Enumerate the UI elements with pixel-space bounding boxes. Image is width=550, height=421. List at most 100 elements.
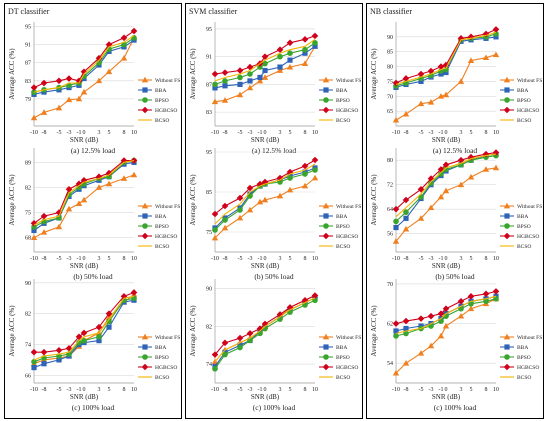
x-tick-label: -3 [67,130,72,136]
y-tick-label: 89 [25,160,31,166]
y-tick-label: 83 [25,79,31,85]
legend-marker [323,354,329,360]
x-tick-label: -8 [404,387,409,393]
data-point [417,215,425,221]
legend-item: BPSO [319,223,350,230]
x-tick-label: -5 [238,256,243,262]
data-point [262,60,268,67]
x-tick-label: 3 [98,387,101,393]
legend-label: BBA [155,88,166,94]
data-point [467,293,475,300]
chart-panel: 56 64 72 80 -10 -8 -5 -3 -1 0 3 5 8 10 SNR (dB) Average… [370,148,542,281]
x-tick-label: -10 [392,256,400,262]
y-tick-label: 91 [206,55,212,61]
series-bba [31,159,137,234]
data-point [256,198,264,205]
series-line [395,33,497,87]
legend-item: BPSO [319,97,350,104]
data-point [211,70,219,78]
x-tick-label: 10 [493,387,499,393]
x-tick-label: 0 [445,387,448,393]
column-border [366,3,544,419]
data-point [211,98,219,105]
x-tick-label: 8 [304,387,307,393]
data-point [55,104,63,111]
series-hgbcso [211,32,319,78]
data-point [211,210,219,218]
y-tick-label: 87 [206,82,212,88]
data-point [105,310,113,317]
x-tick-label: -8 [404,256,409,262]
data-point [482,54,490,61]
data-point [302,46,308,53]
data-point [312,40,318,46]
x-tick-label: -1 [439,130,444,136]
x-tick-label: -1 [439,256,444,262]
legend-label: BCSO [517,244,531,250]
series-line [214,299,316,370]
data-point [493,296,499,302]
data-point [438,71,444,77]
series-bpso [212,40,318,88]
x-tick-label: 0 [445,130,448,136]
legend-marker [141,232,149,240]
x-tick-label: -10 [211,130,219,136]
legend-marker [323,87,329,93]
legend-item: HGBCSO [500,106,539,114]
legend-item: BBA [319,344,347,351]
x-axis-title: SNR (dB) [70,393,99,401]
data-point [457,156,465,164]
x-tick-label: -3 [248,387,253,393]
series-line [33,295,135,361]
legend-marker [504,97,510,103]
x-tick-label: 8 [123,256,126,262]
x-tick-label: -10 [30,387,38,393]
data-point [247,78,253,84]
x-tick-label: 10 [312,387,318,393]
chart-panel: 74 82 90 -10 -8 -5 -3 -1 0 3 5 8 10 SNR (dB) Average A… [189,279,361,412]
series-line [395,31,497,85]
data-point [221,224,229,231]
legend-label: BCSO [517,375,531,381]
y-tick-label: 70 [387,282,393,288]
y-tick-label: 56 [387,232,393,238]
data-point [437,63,445,70]
column-title: SVM classifier [189,7,238,16]
data-point [221,339,229,347]
x-tick-label: -10 [30,256,38,262]
x-axis-title: SNR (dB) [251,262,280,270]
data-point [120,34,128,42]
data-point [30,234,38,241]
data-point [261,53,269,60]
data-point [301,182,309,189]
series-line [395,295,497,335]
panel-caption: (c) 100% load [72,403,115,412]
legend-item: Without FS [319,333,361,341]
series-without-fs [392,164,500,244]
y-tick-label: 87 [25,61,31,67]
x-tick-label: 8 [485,387,488,393]
legend-item: BPSO [500,354,531,361]
legend-marker [141,333,149,340]
data-point [276,46,284,54]
legend-item: BPSO [138,97,169,104]
panel-caption: (b) 50% load [254,272,293,281]
legend-label: HGBCSO [155,234,177,240]
data-point [257,74,263,81]
legend-item: BBA [500,87,528,94]
data-point [428,180,434,186]
data-point [237,344,243,351]
legend-label: Without FS [336,335,361,341]
series-line [214,42,316,85]
data-point [65,185,73,193]
legend-item: HGBCSO [319,363,358,371]
y-axis-title: Average ACC (%) [370,48,378,100]
x-tick-label: 3 [98,256,101,262]
series-without-fs [211,43,319,105]
data-point [392,369,400,376]
legend-item: BCSO [500,118,531,124]
data-point [30,348,38,356]
y-axis-title: Average ACC (%) [8,305,16,357]
series-without-fs [30,171,138,241]
